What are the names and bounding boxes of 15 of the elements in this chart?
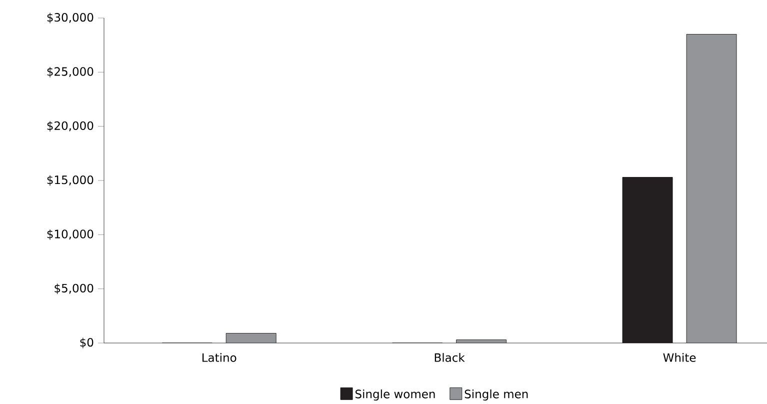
legend-label: Single men [464, 389, 528, 401]
y-tick-label: $20,000 [47, 121, 94, 132]
x-tick-label: Black [434, 353, 465, 362]
y-tick-label: $25,000 [47, 66, 94, 78]
y-tick-label: $0 [80, 338, 94, 348]
bar [622, 177, 673, 343]
x-tick-label: White [663, 353, 696, 362]
y-tick-label: $10,000 [47, 229, 94, 240]
bar [686, 34, 737, 343]
x-tick-label: Latino [202, 353, 236, 362]
y-tick-label: $5,000 [54, 284, 94, 294]
legend-label: Single women [356, 389, 435, 401]
bar [226, 333, 276, 343]
y-tick-label: $30,000 [47, 12, 94, 24]
y-tick-label: $15,000 [47, 175, 94, 186]
